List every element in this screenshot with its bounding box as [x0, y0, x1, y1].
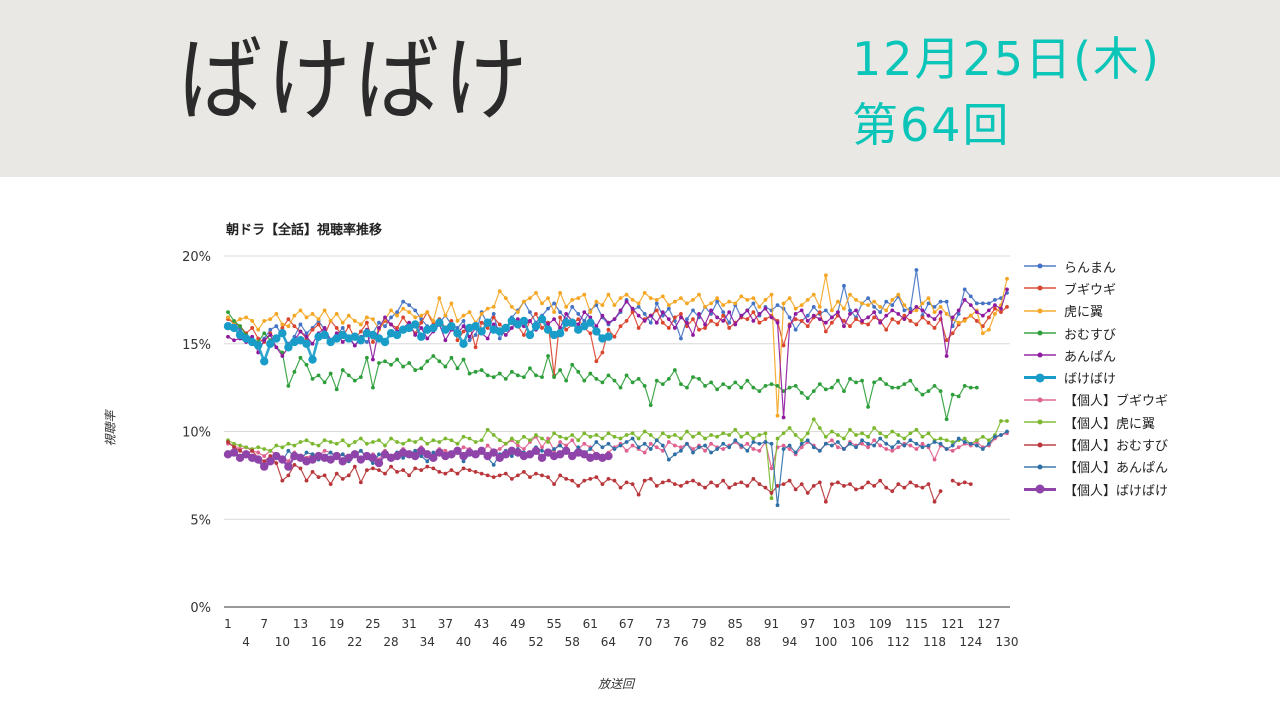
- x-tick-label: 118: [923, 635, 946, 649]
- x-tick-label: 103: [833, 617, 856, 631]
- x-tick-label: 4: [242, 635, 250, 649]
- legend-item[interactable]: 【個人】ばけばけ: [1024, 478, 1168, 500]
- x-tick-label: 52: [528, 635, 543, 649]
- legend-item[interactable]: 【個人】おむすび: [1024, 433, 1168, 455]
- chart-title: 朝ドラ【全話】視聴率推移: [226, 223, 383, 238]
- legend-item[interactable]: ブギウギ: [1024, 277, 1168, 299]
- legend-line-marker-icon: [1024, 260, 1056, 272]
- x-tick-label: 91: [764, 617, 779, 631]
- series-line: [223, 446, 613, 471]
- legend-label: らんまん: [1064, 260, 1117, 276]
- legend-item[interactable]: 【個人】あんぱん: [1024, 456, 1168, 478]
- x-tick-label: 109: [869, 617, 892, 631]
- legend-line-marker-icon: [1024, 327, 1056, 339]
- x-tick-label: 112: [887, 635, 910, 649]
- x-tick-label: 13: [293, 617, 308, 631]
- series-line: [223, 314, 613, 366]
- series-line: [226, 287, 1009, 420]
- legend-item[interactable]: あんぱん: [1024, 344, 1168, 366]
- x-tick-label: 58: [565, 635, 580, 649]
- legend-line-marker-icon: [1024, 416, 1056, 428]
- x-tick-label: 19: [329, 617, 344, 631]
- x-axis-label: 放送回: [598, 677, 635, 691]
- x-tick-label: 79: [691, 617, 706, 631]
- chart-series: [223, 268, 1009, 508]
- y-tick-label: 15%: [182, 338, 211, 353]
- y-tick-label: 20%: [182, 250, 211, 265]
- y-tick-label: 5%: [190, 513, 211, 528]
- legend-label: 【個人】あんぱん: [1064, 461, 1169, 477]
- x-tick-label: 100: [814, 635, 837, 649]
- x-tick-label: 37: [438, 617, 453, 631]
- broadcast-date: 12月25日(木): [852, 32, 1161, 86]
- legend-line-marker-icon: [1024, 483, 1056, 495]
- x-tick-label: 61: [583, 617, 598, 631]
- legend-item[interactable]: 虎に翼: [1024, 300, 1168, 322]
- header-banner: ばけばけ 12月25日(木) 第64回: [0, 0, 1280, 177]
- x-tick-label: 127: [977, 617, 1000, 631]
- x-axis-ticks: 1 7 13 19 25 31 37 43 49 55 61 67 73 79 85 91 97 103 109 11…: [224, 617, 1018, 649]
- legend-item[interactable]: ばけばけ: [1024, 366, 1168, 388]
- legend-item[interactable]: おむすび: [1024, 322, 1168, 344]
- x-tick-label: 94: [782, 635, 797, 649]
- x-tick-label: 1: [224, 617, 232, 631]
- x-tick-label: 64: [601, 635, 616, 649]
- x-tick-label: 22: [347, 635, 362, 649]
- episode-number: 第64回: [852, 98, 1011, 152]
- chart-legend: らんまんブギウギ虎に翼おむすびあんぱんばけばけ【個人】ブギウギ 【個人】虎に翼 【個…: [1024, 255, 1168, 500]
- legend-line-marker-icon: [1024, 305, 1056, 317]
- x-tick-label: 73: [655, 617, 670, 631]
- x-tick-label: 25: [365, 617, 380, 631]
- legend-line-marker-icon: [1024, 394, 1056, 406]
- legend-line-marker-icon: [1024, 461, 1056, 473]
- x-tick-label: 31: [402, 617, 417, 631]
- x-tick-label: 28: [383, 635, 398, 649]
- x-tick-label: 82: [709, 635, 724, 649]
- x-tick-label: 85: [728, 617, 743, 631]
- x-tick-label: 88: [746, 635, 761, 649]
- x-tick-label: 106: [851, 635, 874, 649]
- legend-label: 虎に翼: [1064, 305, 1104, 321]
- series-line: [226, 310, 979, 422]
- drama-title: ばけばけ: [178, 27, 532, 134]
- legend-label: あんぱん: [1064, 349, 1117, 365]
- y-tick-label: 0%: [190, 601, 211, 616]
- x-tick-label: 97: [800, 617, 815, 631]
- x-tick-label: 7: [260, 617, 268, 631]
- x-tick-label: 34: [420, 635, 435, 649]
- legend-line-marker-icon: [1024, 439, 1056, 451]
- x-tick-label: 49: [510, 617, 525, 631]
- x-tick-label: 124: [959, 635, 982, 649]
- series-line: [226, 417, 1009, 501]
- x-tick-label: 121: [941, 617, 964, 631]
- legend-line-marker-icon: [1024, 372, 1056, 384]
- x-tick-label: 10: [275, 635, 290, 649]
- legend-label: 【個人】ばけばけ: [1064, 483, 1169, 499]
- x-tick-label: 70: [637, 635, 652, 649]
- legend-label: おむすび: [1064, 327, 1117, 343]
- x-tick-label: 46: [492, 635, 507, 649]
- x-tick-label: 130: [996, 635, 1019, 649]
- x-tick-label: 76: [673, 635, 688, 649]
- x-tick-label: 115: [905, 617, 928, 631]
- x-tick-label: 43: [474, 617, 489, 631]
- x-tick-label: 67: [619, 617, 634, 631]
- legend-label: 【個人】おむすび: [1064, 439, 1169, 455]
- legend-item[interactable]: らんまん: [1024, 255, 1168, 277]
- legend-label: 【個人】虎に翼: [1064, 416, 1156, 432]
- legend-line-marker-icon: [1024, 349, 1056, 361]
- series-line: [226, 440, 973, 504]
- legend-label: ばけばけ: [1064, 372, 1117, 388]
- legend-label: ブギウギ: [1064, 282, 1117, 298]
- legend-label: 【個人】ブギウギ: [1064, 394, 1169, 410]
- legend-item[interactable]: 【個人】虎に翼: [1024, 411, 1168, 433]
- x-tick-label: 55: [546, 617, 561, 631]
- series-line: [226, 273, 1009, 418]
- legend-item[interactable]: 【個人】ブギウギ: [1024, 389, 1168, 411]
- y-tick-label: 10%: [182, 426, 211, 441]
- x-tick-label: 16: [311, 635, 326, 649]
- legend-line-marker-icon: [1024, 282, 1056, 294]
- x-tick-label: 40: [456, 635, 471, 649]
